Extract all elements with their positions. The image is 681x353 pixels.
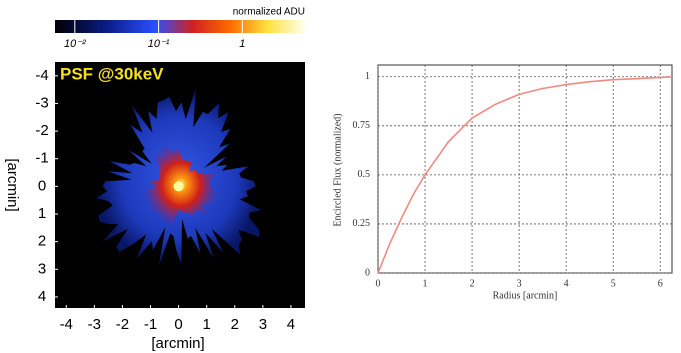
colorbar-tick-label: 10⁻²	[64, 38, 86, 50]
plot-frame	[378, 65, 672, 273]
colorbar-tick-label: 10⁻¹	[148, 38, 170, 50]
x-tick-label: 5	[611, 278, 616, 289]
y-tick-label: -1	[35, 150, 48, 167]
colorbar	[55, 20, 305, 33]
x-tick-label: 3	[259, 316, 267, 333]
x-tick-label: 0	[376, 278, 381, 289]
x-tick-label: 2	[470, 278, 475, 289]
y-tick-label: -2	[35, 122, 48, 139]
x-tick-label: 3	[517, 278, 522, 289]
x-tick-label: -2	[116, 316, 129, 333]
y-axis-label: [arcmin]	[4, 158, 21, 211]
x-tick-label: 1	[203, 316, 211, 333]
y-tick-label: 0	[38, 177, 46, 194]
psf-peak	[174, 181, 184, 191]
x-tick-label: 2	[231, 316, 239, 333]
y-tick-label: 4	[38, 288, 46, 305]
x-axis-label: Radius [arcmin]	[493, 290, 558, 301]
y-tick-label: -4	[35, 67, 48, 84]
x-tick-label: 4	[287, 316, 295, 333]
y-tick-label: 0	[365, 267, 370, 278]
y-tick-label: 0.75	[353, 120, 371, 131]
y-tick-label: 1	[38, 205, 46, 222]
x-axis-label: [arcmin]	[151, 335, 204, 352]
figure: normalized ADU PSF @30keV [arcmin] [arcm…	[0, 0, 681, 353]
y-axis-label: Encircled Flux (normalized)	[332, 113, 343, 226]
x-tick-label: 1	[423, 278, 428, 289]
x-tick-label: -1	[144, 316, 157, 333]
colorbar-tick-label: 1	[239, 38, 245, 50]
y-tick-label: 1	[365, 71, 370, 82]
y-tick-label: -3	[35, 94, 48, 111]
y-tick-label: 3	[38, 260, 46, 277]
y-tick-label: 0.5	[358, 169, 371, 180]
x-tick-label: 6	[658, 278, 663, 289]
image-title: PSF @30keV	[60, 64, 164, 83]
y-tick-label: 2	[38, 233, 46, 250]
x-tick-label: 0	[174, 316, 182, 333]
x-tick-label: -3	[88, 316, 101, 333]
x-tick-label: 4	[564, 278, 569, 289]
y-tick-label: 0.25	[353, 218, 371, 229]
colorbar-label: normalized ADU	[233, 7, 305, 18]
x-tick-label: -4	[60, 316, 73, 333]
